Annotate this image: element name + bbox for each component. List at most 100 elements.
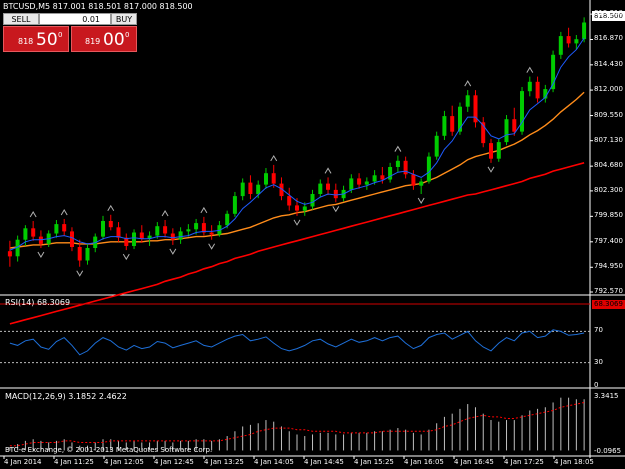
price-tick-label: 819.310 xyxy=(594,9,623,18)
candle-body xyxy=(558,36,563,55)
fractal-down-marker xyxy=(37,251,45,259)
ma-slow-line xyxy=(9,162,585,325)
candle-body xyxy=(248,182,253,194)
macd-label: MACD(12,26,9) 3.1852 2.4622 xyxy=(5,392,127,401)
buy-price-prefix: 819 xyxy=(85,37,101,46)
candle-body xyxy=(147,235,152,239)
buy-button[interactable]: BUY xyxy=(111,13,137,25)
lot-size-input[interactable]: 0.01 xyxy=(39,13,111,25)
fractal-up-marker xyxy=(161,210,169,217)
time-tick-label: 4 Jan 2014 xyxy=(4,458,42,466)
time-tick-label: 4 Jan 12:05 xyxy=(104,458,144,466)
time-tick-label: 4 Jan 18:05 xyxy=(554,458,594,466)
candle-body xyxy=(7,251,12,257)
candle-body xyxy=(380,175,385,180)
fractal-up-marker xyxy=(60,208,68,216)
time-tick-label: 4 Jan 16:05 xyxy=(404,458,444,466)
buy-price-button[interactable]: 819 00 0 xyxy=(71,26,137,52)
rsi-tick-label: 70 xyxy=(594,326,603,335)
candle-body xyxy=(155,226,160,236)
buy-price-main: 00 xyxy=(103,30,125,50)
candle-body xyxy=(54,224,59,234)
fractal-up-marker xyxy=(29,211,37,218)
candle-body xyxy=(101,221,105,237)
candle-body xyxy=(364,181,369,185)
time-tick-label: 4 Jan 13:25 xyxy=(204,458,244,466)
fractal-up-marker xyxy=(526,66,534,73)
candle-body xyxy=(85,248,90,261)
candle-body xyxy=(333,189,338,199)
candle-body xyxy=(489,143,493,159)
candle-body xyxy=(186,229,191,232)
sell-price-main: 50 xyxy=(36,30,58,50)
candle-body xyxy=(496,142,501,159)
candle-body xyxy=(23,228,28,240)
ma-fast-line xyxy=(9,37,585,251)
current-price-label: 818.500 xyxy=(592,11,625,21)
time-tick-label: 4 Jan 11:25 xyxy=(54,458,94,466)
candle-body xyxy=(163,226,168,234)
rsi-line xyxy=(9,329,585,356)
candle-body xyxy=(458,106,462,132)
time-tick-label: 4 Jan 14:45 xyxy=(304,458,344,466)
sell-price-button[interactable]: 818 50 0 xyxy=(3,26,69,52)
candle-body xyxy=(77,247,82,261)
fractal-up-marker xyxy=(200,206,208,214)
candle-body xyxy=(512,119,517,132)
fractal-up-marker xyxy=(270,154,278,162)
fractal-up-marker xyxy=(324,167,332,174)
candle-body xyxy=(209,232,214,235)
rsi-value-marker: 68.3069 xyxy=(592,300,625,309)
candle-body xyxy=(395,160,400,167)
fractal-down-marker xyxy=(417,197,425,204)
price-tick-label: 816.870 xyxy=(594,34,623,43)
fractal-down-marker xyxy=(487,166,495,173)
candle-body xyxy=(326,183,330,190)
time-tick-label: 4 Jan 16:45 xyxy=(454,458,494,466)
price-tick-label: 807.130 xyxy=(594,135,623,144)
candle-body xyxy=(178,231,183,240)
candle-body xyxy=(527,81,532,92)
candle-body xyxy=(450,116,455,132)
rsi-tick-label: 30 xyxy=(594,357,603,366)
candle-body xyxy=(302,206,307,211)
candle-body xyxy=(62,224,67,232)
fractal-down-marker xyxy=(76,270,84,277)
candle-body xyxy=(574,39,579,44)
candle-body xyxy=(240,182,245,197)
candle-body xyxy=(372,175,377,182)
candle-body xyxy=(139,232,144,239)
candle-body xyxy=(419,181,424,186)
fractal-down-marker xyxy=(122,253,130,261)
candle-body xyxy=(504,119,509,143)
candle-body xyxy=(116,227,121,238)
price-tick-label: 794.950 xyxy=(594,262,623,271)
candle-body xyxy=(481,122,486,144)
price-tick-label: 809.550 xyxy=(594,110,623,119)
time-tick-label: 4 Jan 12:45 xyxy=(154,458,194,466)
fractal-down-marker xyxy=(208,243,216,250)
copyright-text: BTC-e Exchange, © 2001-2013 MetaQuotes S… xyxy=(5,446,213,454)
time-tick-label: 4 Jan 14:05 xyxy=(254,458,294,466)
candle-body xyxy=(403,160,408,175)
candle-body xyxy=(38,236,43,244)
candle-body xyxy=(442,116,447,136)
candle-body xyxy=(318,183,323,194)
fractal-down-marker xyxy=(332,206,340,213)
candle-body xyxy=(535,81,540,99)
fractal-down-marker xyxy=(293,219,301,226)
candle-body xyxy=(15,239,20,257)
price-tick-label: 802.300 xyxy=(594,185,623,194)
sell-button[interactable]: SELL xyxy=(3,13,39,25)
candle-body xyxy=(287,196,292,206)
candle-body xyxy=(194,223,199,230)
candle-body xyxy=(357,178,362,185)
price-tick-label: 799.850 xyxy=(594,211,623,220)
price-tick-label: 797.400 xyxy=(594,236,623,245)
candle-body xyxy=(543,89,548,99)
candle-body xyxy=(271,173,276,184)
time-tick-label: 4 Jan 15:25 xyxy=(354,458,394,466)
sell-price-point: 0 xyxy=(58,31,63,39)
